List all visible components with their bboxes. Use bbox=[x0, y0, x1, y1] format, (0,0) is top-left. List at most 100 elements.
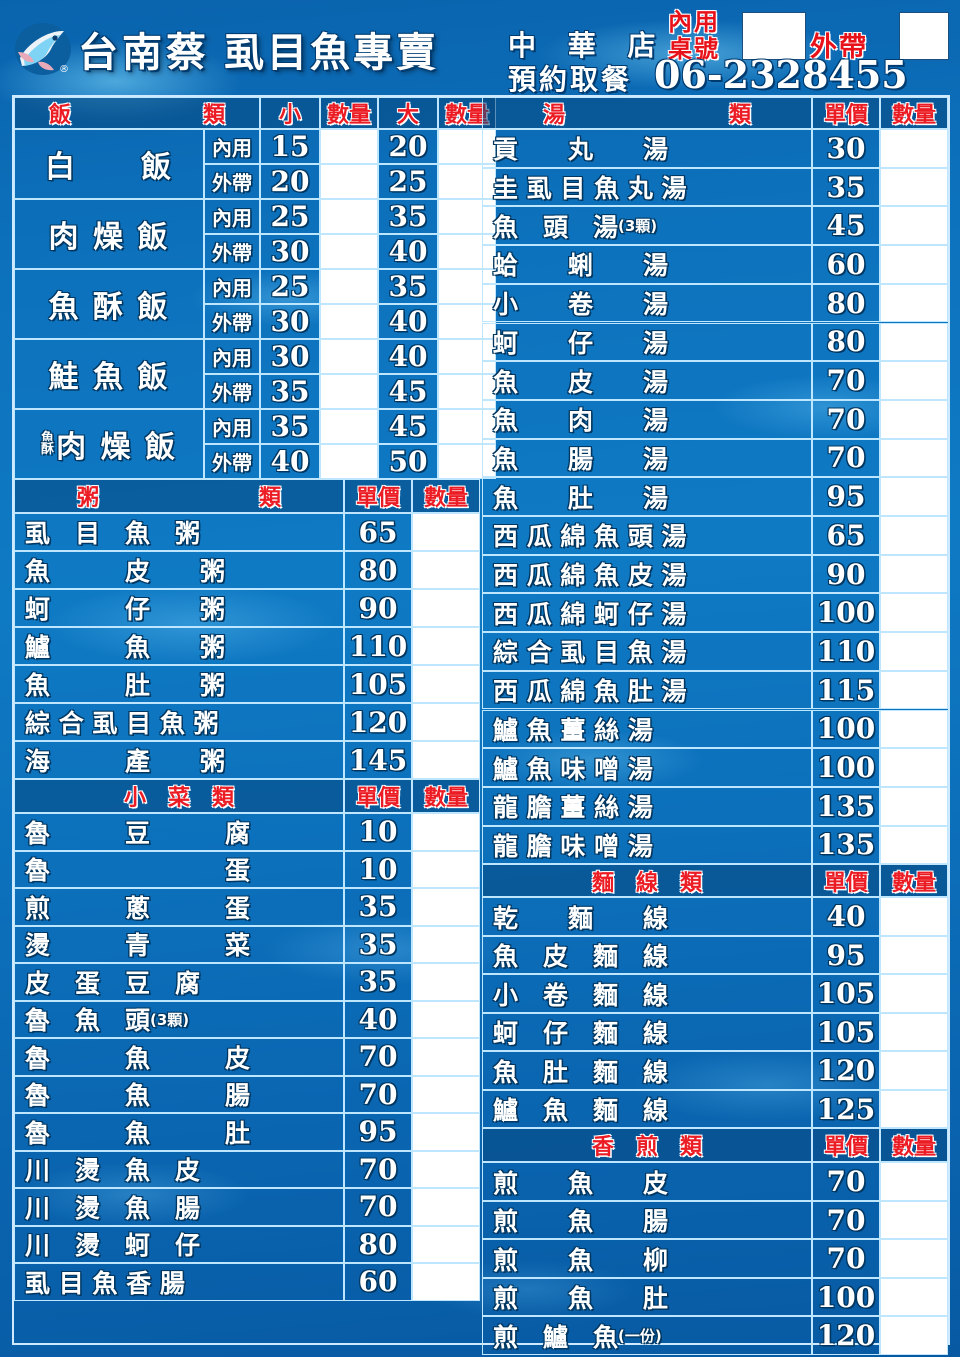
noodle-qty-1[interactable] bbox=[880, 935, 948, 975]
porridge-qty-1[interactable] bbox=[412, 551, 480, 589]
soup-qty-9[interactable] bbox=[880, 477, 948, 516]
rice-qty-large-dinein-2[interactable] bbox=[438, 269, 496, 304]
soup-name: 魚 皮 湯 bbox=[493, 367, 669, 397]
noodle-qty-5[interactable] bbox=[880, 1089, 948, 1129]
soup-qty-16[interactable] bbox=[880, 748, 948, 787]
soup-qty-17[interactable] bbox=[880, 786, 948, 826]
rice-price-large-takeout-3: 45 bbox=[378, 374, 438, 409]
soup-item-13: 綜 合 虱 目 魚 湯 bbox=[482, 632, 812, 671]
rice-qty-small-dinein-0[interactable] bbox=[320, 129, 378, 164]
pan-fried-col-price: 單價 bbox=[812, 1128, 880, 1163]
side-dish-name: 魯 魚 肚 bbox=[25, 1118, 251, 1148]
side-dish-qty-3[interactable] bbox=[412, 925, 480, 963]
noodle-qty-3[interactable] bbox=[880, 1012, 948, 1052]
porridge-qty-6[interactable] bbox=[412, 741, 480, 779]
side-dish-price-9: 70 bbox=[344, 1150, 412, 1188]
soup-qty-10[interactable] bbox=[880, 516, 948, 555]
noodles-col-price-label: 單價 bbox=[823, 870, 868, 896]
side-dish-qty-2[interactable] bbox=[412, 888, 480, 926]
rice-qty-small-takeout-2[interactable] bbox=[320, 304, 378, 339]
noodle-qty-0[interactable] bbox=[880, 897, 948, 936]
rice-qty-large-takeout-1[interactable] bbox=[438, 234, 496, 269]
soup-qty-6[interactable] bbox=[880, 361, 948, 400]
side-dish-qty-10[interactable] bbox=[412, 1188, 480, 1226]
side-dish-price-6: 70 bbox=[344, 1038, 412, 1076]
side-dish-qty-11[interactable] bbox=[412, 1225, 480, 1263]
soup-item-label: 西 瓜 綿 蚵 仔 湯 bbox=[483, 594, 811, 631]
porridge-qty-5[interactable] bbox=[412, 703, 480, 741]
porridge-section-header: 粥類 bbox=[14, 479, 344, 513]
soup-price-10: 65 bbox=[812, 516, 880, 555]
side-dish-qty-6[interactable] bbox=[412, 1038, 480, 1076]
rice-qty-large-takeout-0[interactable] bbox=[438, 164, 496, 199]
rice-mode-label: 外帶 bbox=[212, 451, 252, 475]
soup-qty-1[interactable] bbox=[880, 167, 948, 207]
rice-qty-small-takeout-1[interactable] bbox=[320, 234, 378, 269]
rice-qty-small-dinein-2[interactable] bbox=[320, 269, 378, 304]
soup-item-9: 魚 肚 湯 bbox=[482, 477, 812, 516]
rice-price-large-value: 40 bbox=[388, 305, 428, 338]
noodles-title: 麵 線 類 bbox=[591, 870, 702, 896]
soup-price-value: 35 bbox=[826, 170, 866, 204]
side-dish-qty-5[interactable] bbox=[412, 1000, 480, 1038]
rice-qty-small-takeout-4[interactable] bbox=[320, 444, 378, 479]
pan-fried-qty-3[interactable] bbox=[880, 1277, 948, 1317]
rice-qty-small-dinein-1[interactable] bbox=[320, 199, 378, 234]
table-no-input[interactable] bbox=[742, 12, 806, 60]
soup-qty-5[interactable] bbox=[880, 322, 948, 362]
soup-qty-0[interactable] bbox=[880, 129, 948, 168]
soup-qty-3[interactable] bbox=[880, 245, 948, 284]
soup-qty-7[interactable] bbox=[880, 399, 948, 439]
soup-qty-18[interactable] bbox=[880, 825, 948, 865]
soup-qty-15[interactable] bbox=[880, 709, 948, 749]
pan-fried-qty-2[interactable] bbox=[880, 1239, 948, 1278]
pan-fried-qty-4[interactable] bbox=[880, 1316, 948, 1355]
side-dish-qty-4[interactable] bbox=[412, 963, 480, 1001]
rice-price-small-takeout-4: 40 bbox=[260, 444, 320, 479]
soup-price-8: 70 bbox=[812, 438, 880, 478]
rice-qty-large-dinein-0[interactable] bbox=[438, 129, 496, 164]
soup-qty-2[interactable] bbox=[880, 206, 948, 246]
side-dish-qty-7[interactable] bbox=[412, 1075, 480, 1113]
porridge-qty-4[interactable] bbox=[412, 665, 480, 703]
rice-qty-small-dinein-4[interactable] bbox=[320, 409, 378, 444]
side-dish-name: 煎 蔥 蛋 bbox=[25, 893, 251, 923]
rice-qty-small-takeout-0[interactable] bbox=[320, 164, 378, 199]
porridge-qty-0[interactable] bbox=[412, 513, 480, 551]
pan-fried-price-4: 120 bbox=[812, 1316, 880, 1355]
side-dish-qty-8[interactable] bbox=[412, 1113, 480, 1151]
rice-qty-small-takeout-3[interactable] bbox=[320, 374, 378, 409]
soup-price-value: 70 bbox=[826, 402, 866, 436]
soup-item-6: 魚 皮 湯 bbox=[482, 361, 812, 400]
pan-fried-qty-1[interactable] bbox=[880, 1200, 948, 1240]
porridge-qty-2[interactable] bbox=[412, 589, 480, 627]
soup-item-11: 西 瓜 綿 魚 皮 湯 bbox=[482, 554, 812, 594]
pan-fried-qty-0[interactable] bbox=[880, 1162, 948, 1201]
soup-qty-12[interactable] bbox=[880, 593, 948, 633]
noodle-price-0: 40 bbox=[812, 897, 880, 936]
side-dish-qty-9[interactable] bbox=[412, 1150, 480, 1188]
noodle-qty-4[interactable] bbox=[880, 1051, 948, 1090]
rice-qty-large-dinein-3[interactable] bbox=[438, 339, 496, 374]
soup-qty-14[interactable] bbox=[880, 670, 948, 710]
porridge-qty-3[interactable] bbox=[412, 627, 480, 665]
soup-name: 蚵 仔 湯 bbox=[493, 328, 669, 358]
side-dish-qty-0[interactable] bbox=[412, 813, 480, 851]
noodle-qty-2[interactable] bbox=[880, 974, 948, 1013]
rice-qty-large-takeout-3[interactable] bbox=[438, 374, 496, 409]
side-dish-qty-1[interactable] bbox=[412, 850, 480, 888]
rice-item-label: 白 飯 bbox=[45, 150, 173, 185]
soup-qty-13[interactable] bbox=[880, 632, 948, 671]
soup-price-14: 115 bbox=[812, 670, 880, 710]
rice-qty-large-takeout-4[interactable] bbox=[438, 444, 496, 479]
noodle-price-1: 95 bbox=[812, 935, 880, 975]
rice-qty-small-dinein-3[interactable] bbox=[320, 339, 378, 374]
rice-qty-large-dinein-1[interactable] bbox=[438, 199, 496, 234]
soup-qty-11[interactable] bbox=[880, 554, 948, 594]
rice-price-large-value: 35 bbox=[388, 270, 428, 303]
side-dish-qty-12[interactable] bbox=[412, 1263, 480, 1301]
soup-item-10: 西 瓜 綿 魚 頭 湯 bbox=[482, 516, 812, 555]
soup-qty-4[interactable] bbox=[880, 283, 948, 323]
soup-qty-8[interactable] bbox=[880, 438, 948, 478]
takeout-checkbox[interactable] bbox=[899, 12, 949, 60]
